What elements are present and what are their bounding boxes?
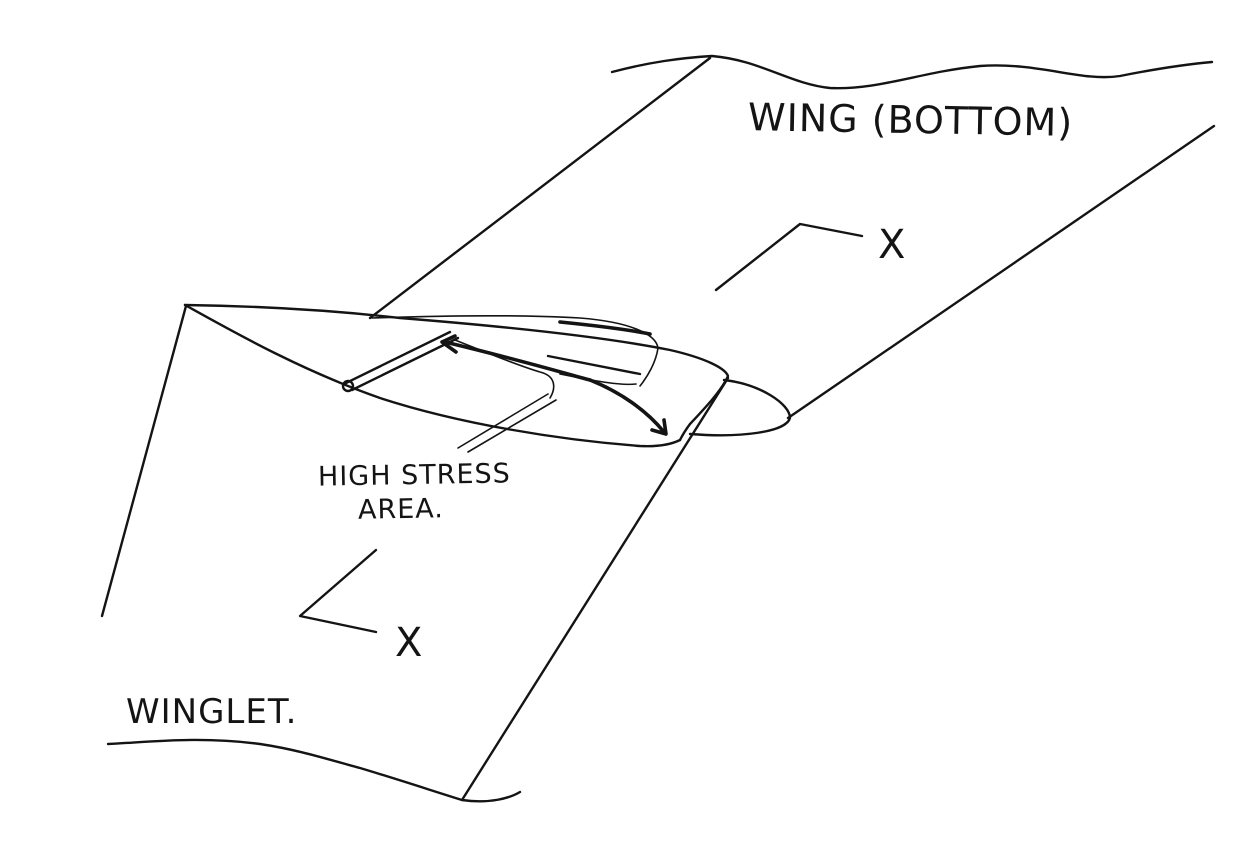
airfoil-outline-upper	[183, 303, 730, 442]
leader-high-stress-b	[467, 399, 557, 453]
rod-left-a	[342, 330, 452, 386]
rod-left-b	[350, 336, 460, 392]
section-mark-top	[714, 222, 864, 292]
high-stress-label-line1: HIGH STRESS	[317, 458, 512, 493]
section-x-bottom-label: X	[395, 620, 424, 666]
stress-arrow-curve-head	[650, 418, 668, 436]
leader-high-stress	[457, 393, 549, 449]
section-x-top-label: X	[878, 222, 907, 268]
wing-break-edge-top	[610, 54, 1214, 90]
inner-rib-upper	[371, 314, 659, 387]
winglet-panel	[100, 304, 730, 803]
winglet-trailing-edge	[460, 376, 730, 802]
stress-highlight-mid	[546, 354, 642, 376]
airfoil-section	[183, 303, 730, 448]
winglet-leading-edge	[100, 304, 188, 618]
winglet-break-edge-bottom	[106, 738, 522, 803]
wing-trailing-edge	[786, 124, 1216, 420]
wing-leading-edge	[368, 56, 712, 320]
section-cut-marks	[298, 222, 864, 634]
high-stress-label-line2: AREA.	[357, 493, 445, 526]
stress-arrow-top-head	[440, 334, 458, 354]
wing-panel	[368, 54, 1216, 437]
stress-highlight-upper	[558, 320, 652, 336]
section-mark-bottom	[298, 548, 378, 634]
stress-arrow-top	[443, 340, 592, 382]
stress-arrow-curve	[588, 378, 666, 434]
wing-tip-bottom-curve	[688, 378, 792, 437]
airfoil-outline-lower	[183, 303, 682, 448]
wing-bottom-label: WING (BOTTOM)	[747, 95, 1074, 145]
rod-end-marker	[341, 379, 355, 393]
winglet-label: WINGLET.	[126, 692, 298, 732]
stress-members	[341, 320, 668, 453]
